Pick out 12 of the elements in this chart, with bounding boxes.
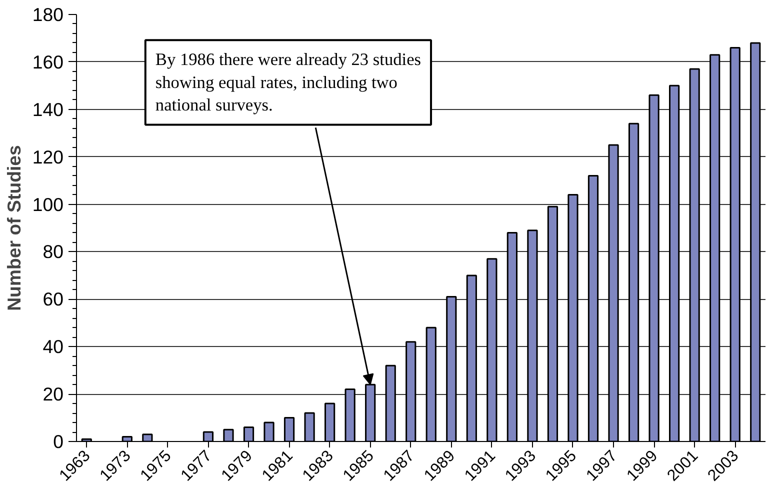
y-tick-label: 40	[42, 336, 64, 358]
annotation: By 1986 there were already 23 studies showing equal rates, including two national surveys.	[155, 50, 422, 115]
y-tick-label: 180	[32, 4, 64, 25]
y-tick-label: 100	[32, 194, 64, 215]
y-tick-label: 120	[32, 146, 64, 168]
y-tick-label: 0	[53, 431, 64, 452]
y-tick-label: 20	[42, 384, 64, 405]
y-axis-title: Number of Studies	[3, 145, 24, 311]
y-tick-label: 160	[32, 51, 64, 72]
y-tick-label: 80	[42, 241, 64, 262]
y-tick-label: 60	[42, 288, 64, 310]
y-tick-label: 140	[32, 98, 64, 120]
